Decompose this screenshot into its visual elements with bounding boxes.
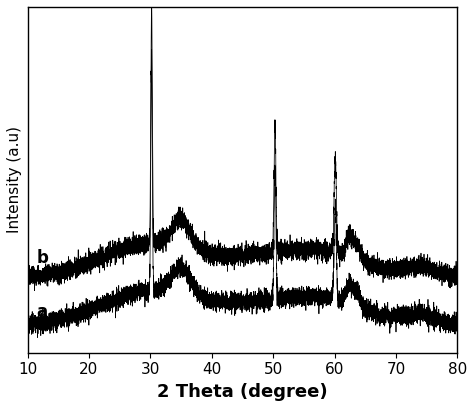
Text: a: a [36, 303, 48, 321]
Text: b: b [36, 249, 49, 267]
Y-axis label: Intensity (a.u): Intensity (a.u) [7, 126, 22, 233]
X-axis label: 2 Theta (degree): 2 Theta (degree) [157, 383, 328, 401]
